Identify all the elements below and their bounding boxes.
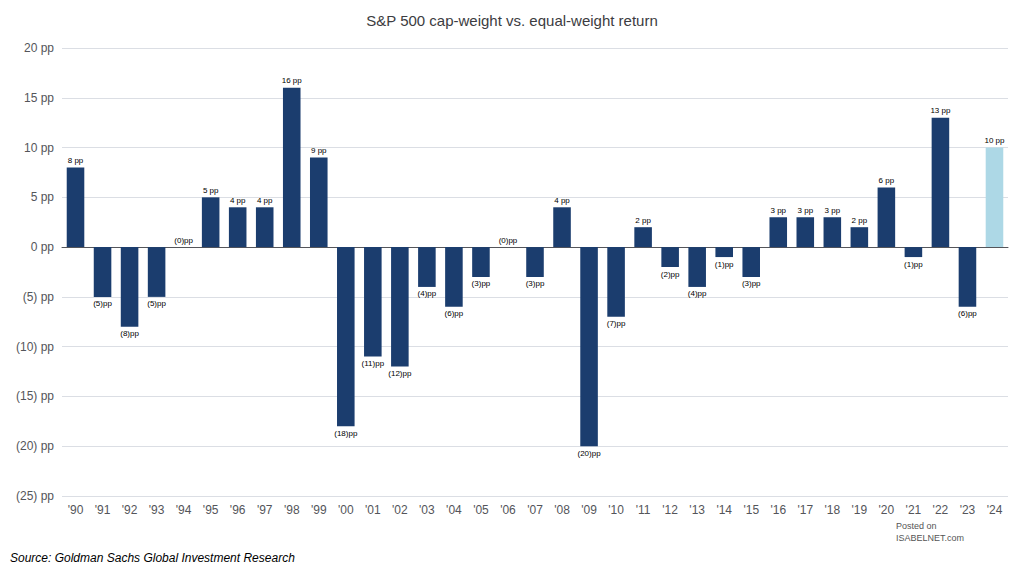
svg-text:(18)pp: (18)pp: [334, 429, 358, 438]
svg-text:(4)pp: (4)pp: [418, 289, 437, 298]
svg-text:(3)pp: (3)pp: [472, 279, 491, 288]
svg-text:'94: '94: [176, 503, 192, 517]
svg-text:8 pp: 8 pp: [68, 156, 84, 165]
svg-text:'92: '92: [122, 503, 138, 517]
svg-text:10 pp: 10 pp: [24, 141, 54, 155]
svg-text:(3)pp: (3)pp: [526, 279, 545, 288]
svg-text:(11)pp: (11)pp: [362, 359, 385, 368]
svg-text:'21: '21: [906, 503, 922, 517]
svg-text:'03: '03: [419, 503, 435, 517]
svg-text:(3)pp: (3)pp: [742, 279, 761, 288]
svg-text:(5)pp: (5)pp: [147, 299, 166, 308]
svg-text:4 pp: 4 pp: [257, 196, 273, 205]
svg-text:'15: '15: [743, 503, 759, 517]
svg-text:'09: '09: [581, 503, 597, 517]
svg-text:(12)pp: (12)pp: [388, 369, 412, 378]
svg-text:'97: '97: [257, 503, 273, 517]
svg-text:(2)pp: (2)pp: [661, 270, 680, 279]
svg-text:Source: Goldman Sachs Global I: Source: Goldman Sachs Global Investment …: [10, 551, 295, 565]
svg-text:4 pp: 4 pp: [554, 196, 570, 205]
svg-text:(25) pp: (25) pp: [16, 489, 54, 503]
svg-text:'04: '04: [446, 503, 462, 517]
svg-text:'16: '16: [770, 503, 786, 517]
svg-text:(5) pp: (5) pp: [23, 290, 55, 304]
svg-text:'00: '00: [338, 503, 354, 517]
svg-text:'12: '12: [662, 503, 678, 517]
svg-text:S&P 500 cap-weight vs. equal-w: S&P 500 cap-weight vs. equal-weight retu…: [366, 12, 658, 29]
svg-text:(10) pp: (10) pp: [16, 340, 54, 354]
svg-text:3 pp: 3 pp: [825, 206, 841, 215]
svg-text:'99: '99: [311, 503, 327, 517]
svg-text:'13: '13: [689, 503, 705, 517]
svg-text:(5)pp: (5)pp: [93, 299, 112, 308]
svg-text:(6)pp: (6)pp: [958, 309, 977, 318]
svg-text:Posted on: Posted on: [896, 521, 937, 531]
svg-text:'93: '93: [149, 503, 165, 517]
svg-text:'18: '18: [824, 503, 840, 517]
svg-text:2 pp: 2 pp: [635, 216, 651, 225]
svg-text:(0)pp: (0)pp: [174, 236, 193, 245]
svg-text:'01: '01: [365, 503, 381, 517]
svg-text:16 pp: 16 pp: [282, 76, 303, 85]
svg-text:'17: '17: [797, 503, 813, 517]
svg-text:'90: '90: [68, 503, 84, 517]
svg-text:(8)pp: (8)pp: [120, 329, 139, 338]
svg-text:'91: '91: [95, 503, 111, 517]
svg-text:'02: '02: [392, 503, 408, 517]
svg-text:(1)pp: (1)pp: [715, 260, 734, 269]
svg-text:20 pp: 20 pp: [24, 41, 54, 55]
svg-text:13 pp: 13 pp: [930, 106, 951, 115]
svg-text:'14: '14: [716, 503, 732, 517]
svg-text:6 pp: 6 pp: [879, 176, 895, 185]
svg-text:2 pp: 2 pp: [852, 216, 868, 225]
svg-text:'95: '95: [203, 503, 219, 517]
svg-text:(0)pp: (0)pp: [499, 236, 518, 245]
svg-text:(1)pp: (1)pp: [904, 260, 923, 269]
svg-text:'23: '23: [960, 503, 976, 517]
svg-text:'05: '05: [473, 503, 489, 517]
svg-text:(7)pp: (7)pp: [607, 319, 626, 328]
svg-text:(4)pp: (4)pp: [688, 289, 707, 298]
svg-text:(6)pp: (6)pp: [445, 309, 464, 318]
svg-text:'10: '10: [608, 503, 624, 517]
svg-text:(20)pp: (20)pp: [577, 449, 601, 458]
svg-text:'20: '20: [879, 503, 895, 517]
svg-text:'19: '19: [852, 503, 868, 517]
svg-text:3 pp: 3 pp: [770, 206, 786, 215]
svg-text:'08: '08: [554, 503, 570, 517]
svg-text:(20) pp: (20) pp: [16, 439, 54, 453]
svg-text:5 pp: 5 pp: [203, 186, 219, 195]
svg-text:9 pp: 9 pp: [311, 146, 327, 155]
svg-text:15 pp: 15 pp: [24, 91, 54, 105]
svg-text:'11: '11: [636, 503, 651, 517]
svg-text:'24: '24: [987, 503, 1003, 517]
svg-text:ISABELNET.com: ISABELNET.com: [896, 533, 964, 543]
svg-text:4 pp: 4 pp: [230, 196, 246, 205]
svg-text:3 pp: 3 pp: [797, 206, 813, 215]
svg-text:'96: '96: [230, 503, 246, 517]
svg-text:(15) pp: (15) pp: [16, 389, 54, 403]
svg-text:'22: '22: [933, 503, 949, 517]
svg-text:0 pp: 0 pp: [31, 240, 55, 254]
svg-text:'06: '06: [500, 503, 516, 517]
svg-text:'07: '07: [527, 503, 543, 517]
svg-text:5 pp: 5 pp: [31, 190, 55, 204]
svg-text:10 pp: 10 pp: [984, 136, 1005, 145]
svg-text:'98: '98: [284, 503, 300, 517]
